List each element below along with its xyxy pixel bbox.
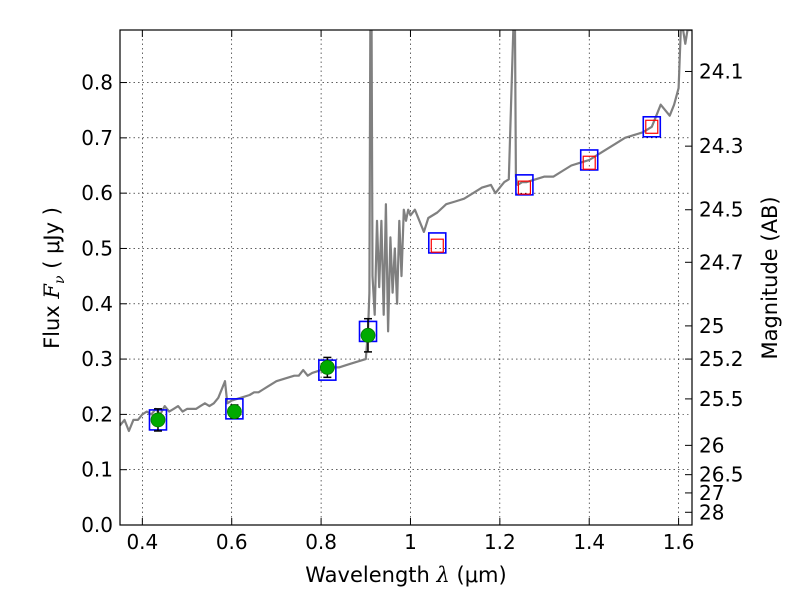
magnitude-tick-label: 25.2 (699, 347, 744, 371)
x-tick-label: 1.4 (573, 530, 605, 554)
y-tick-label: 0.7 (81, 126, 113, 150)
x-tick-label: 0.8 (305, 530, 337, 554)
y-tick-label: 0.6 (81, 181, 113, 205)
model-photometry-square (427, 232, 447, 254)
y-axis-label: Flux Fν ( μJy ) (40, 207, 68, 349)
grid-lines (120, 30, 692, 526)
magnitude-tick-label: 24.3 (699, 134, 744, 158)
magnitude-tick-label: 25.5 (699, 387, 744, 411)
y-tick-label: 0.5 (81, 236, 113, 260)
right-axis-label: Magnitude (AB) (758, 196, 782, 359)
y-tick-label: 0.2 (81, 402, 113, 426)
magnitude-tick-label: 24.5 (699, 198, 744, 222)
observed-flux-point (226, 404, 242, 420)
magnitude-tick-label: 28 (699, 500, 724, 524)
spectrum-line (120, 30, 692, 433)
observed-flux-point (150, 412, 166, 428)
model-photometry-square (579, 149, 599, 171)
observed-flux-point (360, 327, 376, 343)
predicted-flux-square (645, 119, 659, 134)
model-photometry-square (515, 174, 534, 196)
predicted-flux-square (517, 180, 532, 195)
x-tick-label: 1.2 (484, 530, 516, 554)
magnitude-tick-label: 24.1 (699, 59, 744, 83)
y-tick-label: 0.3 (81, 347, 113, 371)
magnitude-tick-label: 26.5 (699, 463, 744, 487)
plot-area (120, 30, 692, 433)
magnitude-tick-label: 26 (699, 433, 724, 457)
x-tick-label: 1.6 (663, 530, 695, 554)
magnitude-tick-label: 25 (699, 314, 724, 338)
y-tick-label: 0.0 (81, 513, 113, 537)
axes-frame (119, 29, 693, 526)
y-tick-label: 0.8 (81, 71, 113, 95)
model-photometry-square (642, 115, 662, 138)
magnitude-tick-label: 24.7 (699, 250, 744, 274)
x-tick-label: 1 (404, 530, 417, 554)
x-axis-label: Wavelength λ (μm) (305, 563, 506, 587)
x-tick-label: 0.4 (126, 530, 158, 554)
y-tick-label: 0.1 (81, 458, 113, 482)
magnitude-tick-label: 27 (699, 481, 724, 505)
y-tick-label: 0.4 (81, 292, 113, 316)
x-tick-label: 0.6 (216, 530, 248, 554)
predicted-flux-square (430, 238, 444, 253)
axis-ticks: 0.4 0.6 0.8 1 1.2 1.4 1.6 0.0 0.1 0.2 0.3 0.4 0.5 0.6… (81, 30, 744, 554)
observed-flux-point (319, 359, 335, 375)
predicted-flux-square (582, 155, 596, 170)
